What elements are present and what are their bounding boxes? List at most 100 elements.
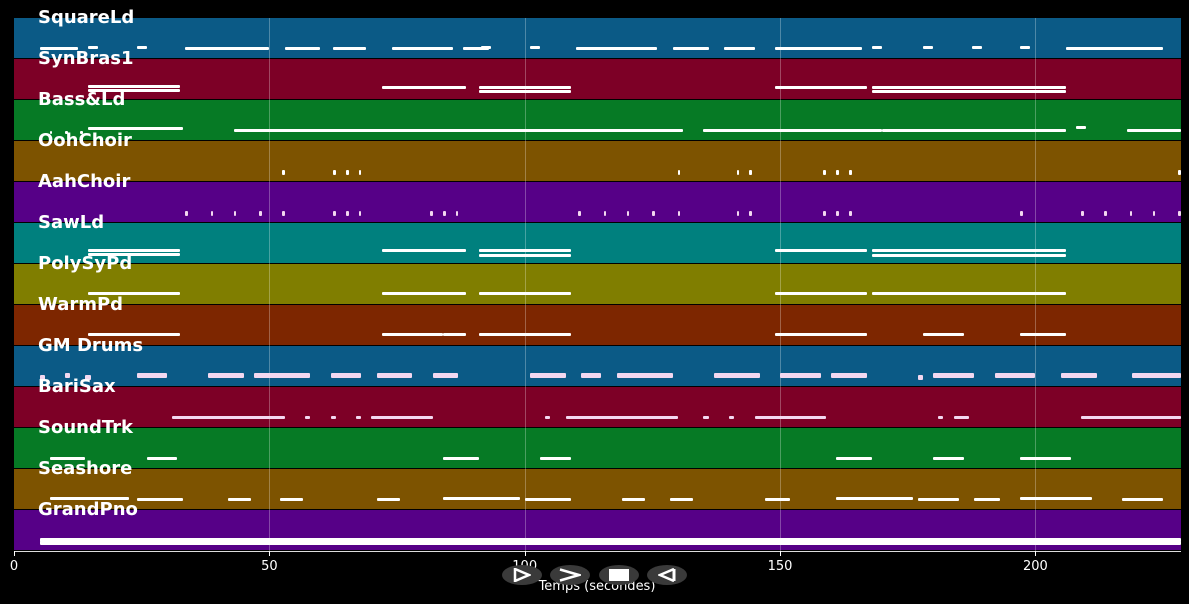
note bbox=[254, 373, 285, 378]
note bbox=[85, 375, 91, 380]
note bbox=[381, 86, 456, 89]
note bbox=[333, 170, 336, 175]
note bbox=[774, 333, 847, 336]
note bbox=[836, 333, 867, 336]
note bbox=[305, 416, 311, 419]
note bbox=[1129, 211, 1133, 216]
note bbox=[233, 211, 237, 216]
note bbox=[430, 211, 433, 216]
track-label: GrandPno bbox=[38, 499, 138, 520]
note bbox=[540, 457, 571, 460]
note bbox=[723, 47, 755, 50]
note bbox=[88, 333, 180, 336]
track-soundtrk bbox=[14, 428, 1181, 468]
chevron-right-icon bbox=[559, 568, 581, 582]
track-squareld bbox=[14, 18, 1181, 58]
note bbox=[478, 249, 571, 252]
note bbox=[1152, 211, 1156, 216]
note bbox=[529, 46, 540, 49]
note bbox=[672, 47, 709, 50]
track-gm-drums bbox=[14, 346, 1181, 386]
note bbox=[848, 211, 852, 216]
note bbox=[358, 211, 362, 216]
note bbox=[703, 129, 883, 132]
note bbox=[774, 47, 862, 50]
note bbox=[923, 333, 964, 336]
note bbox=[994, 373, 1036, 378]
note bbox=[442, 292, 466, 295]
note bbox=[345, 211, 349, 216]
track-synbras1 bbox=[14, 59, 1181, 99]
note bbox=[565, 416, 678, 419]
stop-button[interactable] bbox=[599, 565, 639, 585]
play-from-start-button[interactable] bbox=[502, 565, 542, 585]
note bbox=[1060, 373, 1097, 378]
note bbox=[1178, 211, 1181, 216]
piano-roll-plot bbox=[14, 18, 1181, 551]
tick-mark bbox=[780, 551, 782, 556]
note bbox=[578, 211, 581, 216]
tick-mark bbox=[14, 551, 15, 556]
note bbox=[836, 497, 913, 500]
note bbox=[871, 292, 1067, 295]
note bbox=[652, 211, 655, 216]
note bbox=[974, 498, 1000, 501]
note bbox=[210, 211, 214, 216]
note bbox=[1122, 498, 1164, 501]
note bbox=[442, 211, 446, 216]
note bbox=[65, 373, 71, 378]
note bbox=[279, 498, 303, 501]
note bbox=[677, 170, 681, 175]
tick-label: 150 bbox=[767, 559, 793, 574]
note bbox=[703, 416, 709, 419]
track-oohchoir bbox=[14, 141, 1181, 181]
track-aahchoir bbox=[14, 182, 1181, 222]
note bbox=[736, 211, 740, 216]
note bbox=[39, 541, 1181, 545]
note bbox=[749, 170, 752, 175]
note bbox=[836, 211, 839, 216]
play-button[interactable] bbox=[550, 565, 590, 585]
note bbox=[938, 416, 944, 419]
track-label: SoundTrk bbox=[38, 417, 133, 438]
note bbox=[228, 498, 252, 501]
note bbox=[136, 373, 168, 378]
rewind-button[interactable] bbox=[647, 565, 687, 585]
note bbox=[971, 46, 982, 49]
note bbox=[670, 498, 694, 501]
note bbox=[146, 457, 178, 460]
note bbox=[88, 89, 180, 92]
track-label: SawLd bbox=[38, 212, 105, 233]
note bbox=[88, 85, 180, 88]
note bbox=[172, 416, 285, 419]
note bbox=[917, 498, 959, 501]
note bbox=[1081, 416, 1181, 419]
x-axis-line bbox=[14, 551, 1181, 552]
note bbox=[185, 47, 270, 50]
triangle-left-icon bbox=[658, 568, 676, 582]
note bbox=[49, 457, 86, 460]
note bbox=[529, 373, 566, 378]
note bbox=[442, 333, 466, 336]
track-label: OohChoir bbox=[38, 130, 132, 151]
track-warmpd bbox=[14, 305, 1181, 345]
note bbox=[836, 249, 867, 252]
note bbox=[871, 254, 1067, 257]
note bbox=[603, 211, 607, 216]
note bbox=[381, 292, 456, 295]
note bbox=[774, 249, 847, 252]
note bbox=[39, 47, 78, 50]
tick-label: 50 bbox=[261, 559, 278, 574]
track-label: Seashore bbox=[38, 458, 133, 479]
note bbox=[330, 416, 336, 419]
note bbox=[39, 375, 45, 380]
note bbox=[871, 86, 1067, 89]
note bbox=[442, 86, 466, 89]
note bbox=[616, 373, 673, 378]
note bbox=[442, 457, 479, 460]
tick-mark bbox=[269, 551, 271, 556]
note bbox=[65, 131, 68, 134]
note bbox=[1020, 457, 1072, 460]
note bbox=[284, 47, 321, 50]
note bbox=[524, 498, 571, 501]
